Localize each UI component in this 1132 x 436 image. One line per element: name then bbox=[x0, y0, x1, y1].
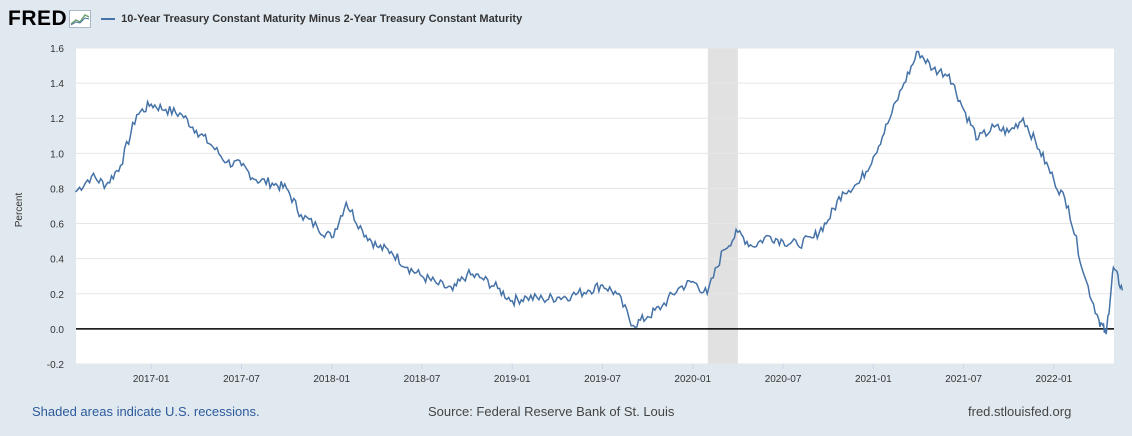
x-tick-label: 2020-01 bbox=[674, 374, 711, 385]
legend-swatch bbox=[101, 18, 116, 20]
x-tick-label: 2018-01 bbox=[313, 374, 350, 385]
x-tick-label: 2017-01 bbox=[133, 374, 170, 385]
y-tick-label: 0.4 bbox=[50, 255, 64, 266]
y-tick-label: 0.0 bbox=[50, 325, 64, 336]
plot-area bbox=[76, 48, 1114, 364]
y-tick-label: 1.2 bbox=[50, 114, 64, 125]
site-link[interactable]: fred.stlouisfed.org bbox=[968, 404, 1072, 419]
x-axis: 2017-01 2017-07 2018-01 2018-07 2019-01 2019-… bbox=[133, 364, 1073, 385]
x-tick-label: 2018-07 bbox=[404, 374, 441, 385]
y-tick-label: 1.4 bbox=[50, 79, 64, 90]
series-line[interactable] bbox=[74, 50, 1124, 335]
recession-note[interactable]: Shaded areas indicate U.S. recessions. bbox=[32, 404, 260, 419]
recession-band bbox=[707, 48, 738, 364]
y-axis: 1.6 1.4 1.2 1.0 0.8 0.6 0.4 0.2 0.0 -0.2 bbox=[47, 44, 65, 371]
x-tick-label: 2020-07 bbox=[765, 374, 802, 385]
fred-logo[interactable]: FRED bbox=[8, 7, 68, 30]
y-tick-label: 1.6 bbox=[50, 44, 64, 55]
y-axis-label: Percent bbox=[14, 193, 25, 228]
legend-series-title[interactable]: 10-Year Treasury Constant Maturity Minus… bbox=[121, 13, 523, 25]
y-tick-label: 0.2 bbox=[50, 290, 64, 301]
chart-logo-icon bbox=[69, 10, 92, 28]
x-tick-label: 2019-01 bbox=[494, 374, 531, 385]
y-tick-label: 0.6 bbox=[50, 220, 64, 231]
x-tick-label: 2021-07 bbox=[945, 374, 982, 385]
chart-header: FRED 10-Year Treasury Constant Maturity … bbox=[8, 6, 522, 32]
line-chart: 1.61.41.21.00.80.60.40.20.0-0.2 2017-01 2… bbox=[14, 44, 1124, 385]
x-tick-label: 2021-01 bbox=[855, 374, 892, 385]
y-tick-label: -0.2 bbox=[47, 360, 65, 371]
source-note: Source: Federal Reserve Bank of St. Loui… bbox=[428, 404, 675, 419]
x-tick-label: 2017-07 bbox=[223, 374, 260, 385]
x-tick-label: 2019-07 bbox=[584, 374, 621, 385]
y-tick-label: 0.8 bbox=[50, 184, 64, 195]
x-tick-label: 2022-01 bbox=[1035, 374, 1072, 385]
y-tick-label: 1.0 bbox=[50, 149, 64, 160]
